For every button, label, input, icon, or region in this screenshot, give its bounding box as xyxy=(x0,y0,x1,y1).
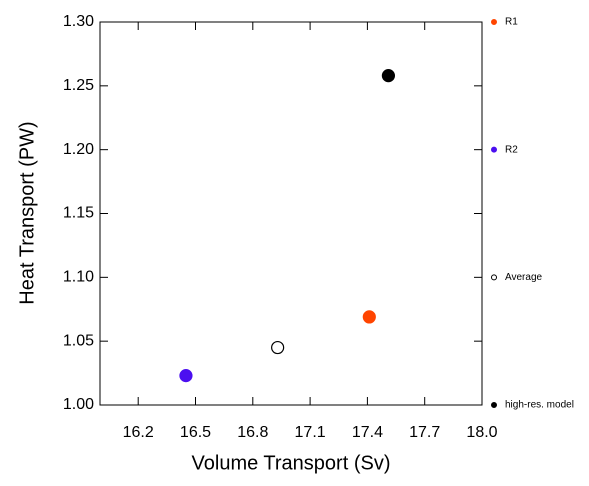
point xyxy=(362,310,376,324)
x-tick-label: 17.7 xyxy=(409,424,440,441)
x-tick-label: 18.0 xyxy=(466,424,497,441)
y-tick-label: 1.00 xyxy=(63,396,94,413)
plot-frame xyxy=(99,21,483,406)
point xyxy=(381,69,396,83)
y-tick-label: 1.10 xyxy=(63,269,94,286)
point xyxy=(271,340,285,355)
legend-marker xyxy=(491,19,497,25)
y-tick-label: 1.05 xyxy=(63,332,94,349)
x-tick-label: 17.1 xyxy=(295,424,326,441)
x-tick-label: 16.5 xyxy=(180,424,211,441)
y-tick-label: 1.15 xyxy=(63,205,94,222)
x-tick-label: 16.2 xyxy=(123,424,154,441)
x-axis-title: Volume Transport (Sv) xyxy=(192,452,391,474)
legend-label: R1 xyxy=(505,17,518,28)
y-tick-label: 1.25 xyxy=(63,77,94,94)
legend-marker xyxy=(491,402,497,408)
y-axis-title: Heat Transport (PW) xyxy=(16,121,38,304)
x-tick-label: 16.8 xyxy=(237,424,268,441)
x-tick-label: 17.4 xyxy=(352,424,383,441)
legend-marker xyxy=(491,274,497,281)
point xyxy=(179,369,193,383)
legend-label: R2 xyxy=(505,144,518,155)
legend-label: Average xyxy=(505,272,543,283)
legend-label: high-res. model xyxy=(505,400,574,411)
y-tick-label: 1.30 xyxy=(63,13,94,30)
legend-marker xyxy=(491,146,497,153)
y-tick-label: 1.20 xyxy=(63,141,94,158)
